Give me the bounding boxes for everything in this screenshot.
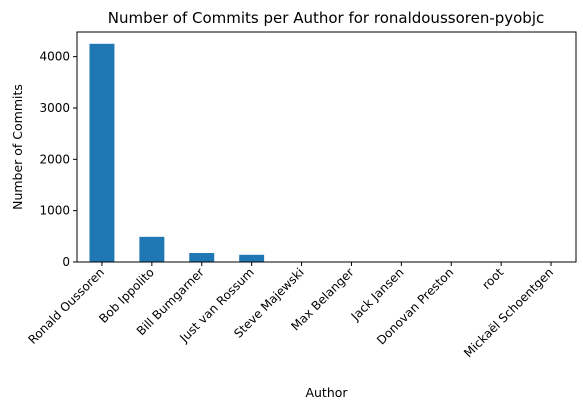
bars-group — [89, 43, 564, 263]
chart-title: Number of Commits per Author for ronaldo… — [108, 9, 545, 27]
y-axis: 0 1000 2000 3000 4000 — [39, 50, 77, 269]
bar-3 — [239, 254, 265, 262]
bar-2 — [189, 253, 215, 262]
bar-1 — [139, 236, 165, 262]
y-tick-label-0: 0 — [62, 255, 70, 269]
bar-0 — [89, 43, 115, 263]
x-tick-label-8: root — [479, 265, 506, 292]
y-tick-label-1: 1000 — [39, 204, 70, 218]
y-axis-label: Number of Commits — [10, 84, 25, 210]
y-tick-label-4: 4000 — [39, 50, 70, 64]
y-tick-label-2: 2000 — [39, 152, 70, 166]
x-axis-label: Author — [305, 385, 348, 400]
plot-frame — [76, 31, 577, 263]
y-tick-label-3: 3000 — [39, 101, 70, 115]
x-tick-label-9: Mickaël Schoentgen — [461, 265, 556, 360]
x-tick-label-0: Ronald Oussoren — [25, 265, 107, 347]
